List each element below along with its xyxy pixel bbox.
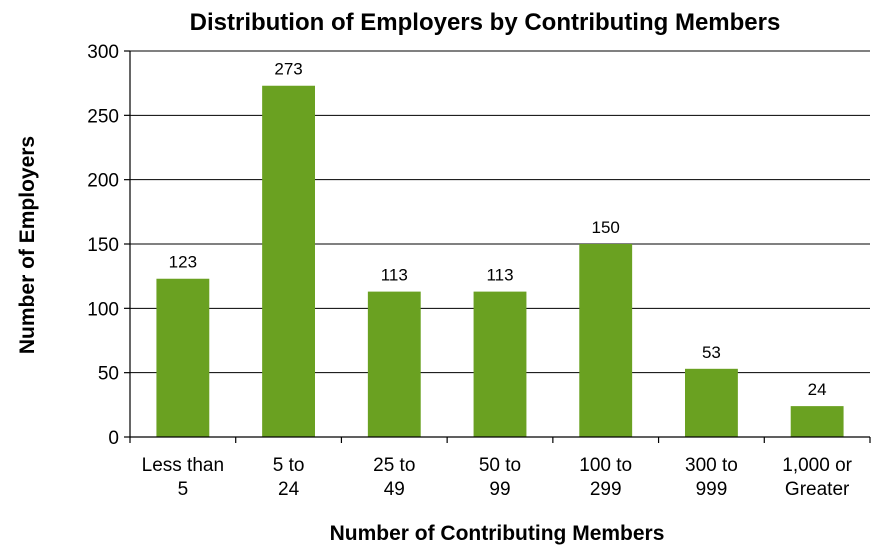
x-axis-title: Number of Contributing Members xyxy=(330,522,665,545)
bar xyxy=(156,278,210,437)
x-tick-label: 25 to xyxy=(373,455,415,476)
data-label: 150 xyxy=(592,218,620,237)
x-tick-label: 5 to xyxy=(273,455,305,476)
bar xyxy=(367,291,421,437)
x-tick-label: 299 xyxy=(590,479,622,500)
data-label: 123 xyxy=(169,253,197,272)
data-label: 113 xyxy=(486,266,513,285)
x-tick-label: 300 to xyxy=(685,455,738,476)
x-tick-label: 49 xyxy=(384,479,405,500)
y-tick-label: 50 xyxy=(98,364,119,385)
data-label: 53 xyxy=(702,343,721,362)
axes xyxy=(124,50,871,443)
bar xyxy=(579,244,633,437)
y-tick-label: 0 xyxy=(108,428,119,449)
y-axis-title: Number of Employers xyxy=(16,136,39,354)
x-tick-label: Less than xyxy=(142,455,224,476)
bar xyxy=(262,85,315,438)
bar xyxy=(790,406,844,437)
y-tick-label: 200 xyxy=(87,171,119,192)
x-tick-label: Greater xyxy=(785,479,850,500)
chart-title: Distribution of Employers by Contributin… xyxy=(190,9,781,36)
y-tick-label: 150 xyxy=(87,235,119,256)
data-labels: 123 273 113 113 150 53 24 xyxy=(169,60,827,399)
y-tick-label: 100 xyxy=(87,299,119,320)
bars xyxy=(156,85,844,438)
x-tick-label: 24 xyxy=(278,479,300,500)
data-label: 113 xyxy=(381,266,408,285)
y-tick-label: 300 xyxy=(87,42,119,63)
data-label: 24 xyxy=(808,380,827,399)
x-tick-label: 1,000 or xyxy=(782,455,852,476)
x-tick-label: 100 to xyxy=(579,455,632,476)
x-tick-label: 99 xyxy=(489,479,510,500)
bar xyxy=(685,368,738,437)
bar xyxy=(473,291,527,437)
y-tick-labels: 0 50 100 150 200 250 300 xyxy=(87,42,119,449)
y-tick-label: 250 xyxy=(87,106,119,127)
x-tick-label: 50 to xyxy=(479,455,521,476)
x-tick-label: 5 xyxy=(178,479,189,500)
data-label: 273 xyxy=(274,60,302,79)
x-tick-label: 999 xyxy=(696,479,728,500)
x-tick-labels: Less than 5 5 to 24 25 to 49 50 to 99 100 to 299 3… xyxy=(142,455,853,500)
gridlines xyxy=(130,50,870,374)
